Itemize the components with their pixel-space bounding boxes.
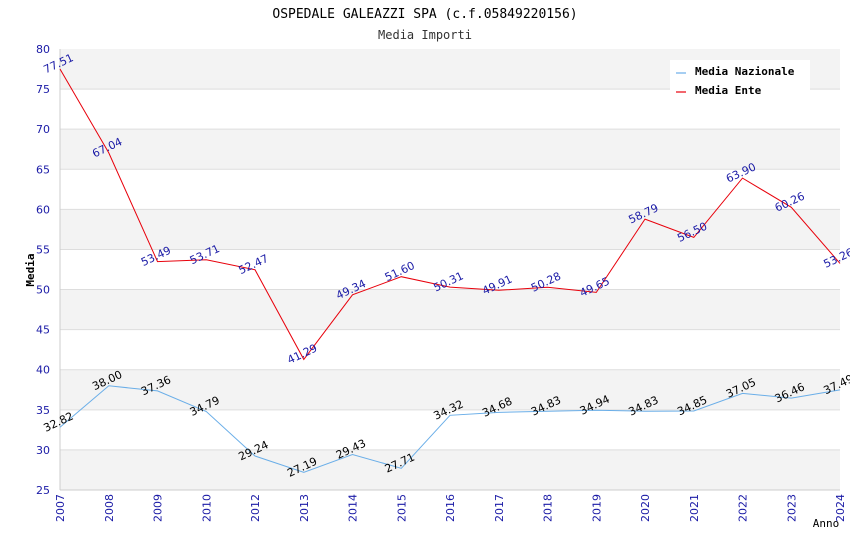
x-tick-label: 2020 xyxy=(639,494,652,522)
data-label: 52.47 xyxy=(236,252,270,277)
x-tick-label: 2018 xyxy=(542,494,555,522)
x-tick-label: 2007 xyxy=(54,494,67,522)
y-tick-label: 35 xyxy=(36,404,50,417)
x-tick-label: 2010 xyxy=(200,494,213,522)
x-tick-label: 2016 xyxy=(444,494,457,522)
x-tick-label: 2022 xyxy=(737,494,750,522)
x-tick-labels: 2007 2008 2009 2010 2012 2013 2014 2015 2016 2017… xyxy=(54,494,847,522)
x-tick-label: 2015 xyxy=(395,494,408,522)
data-label: 51.60 xyxy=(383,259,417,284)
x-tick-label: 2019 xyxy=(590,494,603,522)
chart-title: OSPEDALE GALEAZZI SPA (c.f.05849220156) xyxy=(272,7,577,22)
y-tick-label: 45 xyxy=(36,324,50,337)
y-tick-label: 50 xyxy=(36,284,50,297)
legend-label-media-ente: Media Ente xyxy=(695,84,762,97)
grid-band xyxy=(60,289,840,330)
legend-box xyxy=(670,60,810,100)
x-tick-label: 2008 xyxy=(103,494,116,522)
x-tick-label: 2024 xyxy=(834,494,847,522)
x-tick-label: 2014 xyxy=(347,494,360,522)
legend: Media Nazionale Media Ente xyxy=(670,60,810,100)
y-tick-label: 25 xyxy=(36,484,50,497)
y-tick-label: 75 xyxy=(36,83,50,96)
y-tick-label: 80 xyxy=(36,43,50,56)
y-tick-label: 65 xyxy=(36,163,50,176)
y-tick-labels: 25 30 35 40 45 50 55 60 65 70 75 80 xyxy=(36,43,50,497)
grid-band xyxy=(60,369,840,410)
data-label: 41.29 xyxy=(285,342,319,367)
grid-lines xyxy=(60,88,840,451)
chart-subtitle: Media Importi xyxy=(378,28,472,42)
grid-band xyxy=(60,129,840,170)
axes xyxy=(59,49,840,491)
x-tick-label: 2023 xyxy=(785,494,798,522)
x-tick-label: 2017 xyxy=(493,494,506,522)
series-lines xyxy=(59,68,841,473)
x-tick-label: 2021 xyxy=(688,494,701,522)
x-tick-label: 2009 xyxy=(152,494,165,522)
y-tick-label: 70 xyxy=(36,123,50,136)
y-tick-label: 60 xyxy=(36,203,50,216)
legend-label-media-nazionale: Media Nazionale xyxy=(695,65,795,78)
y-axis-label: Media xyxy=(24,253,37,286)
series-line-media-ente xyxy=(59,68,841,361)
y-tick-label: 55 xyxy=(36,243,50,256)
x-tick-label: 2013 xyxy=(298,494,311,522)
y-tick-label: 30 xyxy=(36,444,50,457)
y-tick-label: 40 xyxy=(36,364,50,377)
x-tick-label: 2012 xyxy=(249,494,262,522)
x-axis-label: Anno xyxy=(813,517,840,530)
grid-bands xyxy=(60,49,840,490)
grid-band xyxy=(60,209,840,250)
grid-band xyxy=(60,449,840,490)
series-line-media-nazionale xyxy=(59,385,841,473)
